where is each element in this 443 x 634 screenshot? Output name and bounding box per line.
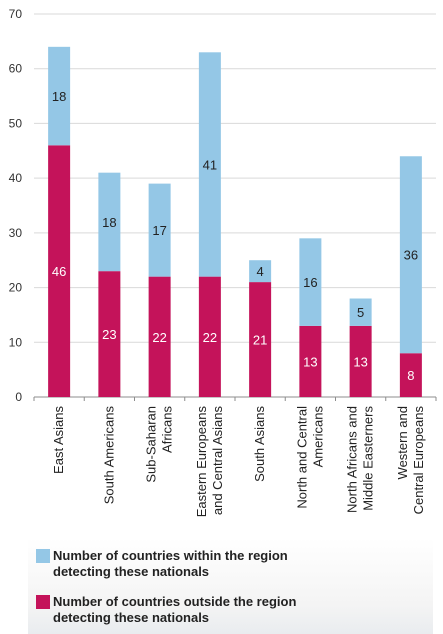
bar-within-region	[349, 298, 372, 326]
bar-within-region	[148, 183, 171, 277]
y-tick-label: 60	[9, 62, 23, 76]
legend-label-within-region: Number of countries within the region de…	[53, 548, 288, 579]
x-category-label: Sub-Saharan	[144, 406, 159, 483]
x-category-label: East Asians	[51, 406, 66, 474]
data-label-within-region: 16	[303, 275, 317, 290]
stacked-bar-chart: 0 10 20 30 40 50 60 70 46 18 East Asians 23 18 South …	[9, 7, 437, 518]
data-label-outside-region: 8	[407, 368, 414, 383]
y-tick-label: 10	[9, 335, 23, 349]
legend-item-outside-region: Number of countries outside the region d…	[36, 594, 353, 626]
data-label-within-region: 5	[357, 305, 364, 320]
legend-item-within-region: Number of countries within the region de…	[36, 548, 353, 580]
x-category-label: Africans	[160, 406, 175, 453]
bar-within-region	[299, 238, 322, 326]
x-category-label: North and Central	[294, 406, 309, 509]
data-label-within-region: 18	[52, 89, 66, 104]
legend-swatch-outside-region	[36, 595, 50, 609]
legend-label-outside-region: Number of countries outside the region d…	[53, 594, 297, 625]
y-tick-label: 30	[9, 226, 23, 240]
legend-swatch-within-region	[36, 549, 50, 563]
y-tick-label: 70	[9, 7, 23, 21]
x-category-label: Central Europeans	[411, 406, 426, 515]
data-label-within-region: 17	[152, 223, 166, 238]
bar-within-region	[198, 52, 221, 277]
y-tick-label: 40	[9, 171, 23, 185]
x-category-label: and Central Asians	[210, 406, 225, 516]
bar-outside-region	[48, 145, 71, 397]
bar-within-region	[249, 260, 272, 283]
bar-outside-region	[198, 276, 221, 397]
data-label-outside-region: 22	[152, 330, 166, 345]
data-label-within-region: 4	[257, 264, 264, 279]
x-category-label: Americans	[310, 406, 325, 468]
x-category-label: Middle Easterners	[361, 406, 376, 511]
data-label-within-region: 36	[404, 248, 418, 263]
bar-outside-region	[249, 282, 272, 397]
data-label-outside-region: 46	[52, 264, 66, 279]
chart-legend: Number of countries within the region de…	[28, 538, 433, 634]
bar-outside-region	[148, 276, 171, 397]
data-label-outside-region: 13	[303, 354, 317, 369]
bar-outside-region	[299, 325, 322, 397]
bar-outside-region	[98, 271, 121, 397]
x-category-label: Western and	[395, 406, 410, 479]
y-tick-label: 50	[9, 116, 23, 130]
y-tick-label: 0	[15, 390, 22, 404]
data-label-outside-region: 22	[203, 330, 217, 345]
data-label-outside-region: 21	[253, 333, 267, 348]
data-label-outside-region: 13	[353, 354, 367, 369]
bar-within-region	[98, 172, 121, 272]
bar-outside-region	[349, 325, 372, 397]
x-category-label: Eastern Europeans	[194, 406, 209, 518]
bar-within-region	[399, 156, 422, 354]
y-tick-label: 20	[9, 281, 23, 295]
x-category-label: South Americans	[101, 406, 116, 505]
bar-outside-region	[399, 353, 422, 397]
data-label-within-region: 18	[102, 215, 116, 230]
bar-within-region	[48, 46, 71, 146]
data-label-outside-region: 23	[102, 327, 116, 342]
x-category-label: South Asians	[252, 406, 267, 482]
x-category-label: North Africans and	[345, 406, 360, 513]
data-label-within-region: 41	[203, 157, 217, 172]
